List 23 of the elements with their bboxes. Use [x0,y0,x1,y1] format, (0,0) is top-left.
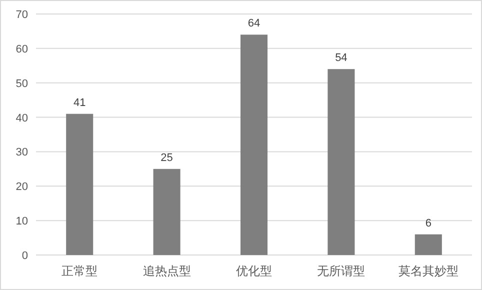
data-label: 54 [335,52,348,64]
y-tick-label: 20 [16,181,28,194]
bar [66,114,94,255]
y-tick-label: 40 [16,112,28,124]
x-tick-label: 正常型 [62,264,98,278]
bar [414,234,442,255]
x-tick-label: 无所谓型 [317,264,366,278]
data-label: 41 [73,96,86,109]
x-tick-label: 追热点型 [142,264,191,278]
data-label: 6 [425,217,432,230]
x-tick-label: 莫名其妙型 [398,264,458,278]
data-label: 64 [248,18,260,30]
y-tick-label: 70 [16,9,28,21]
y-tick-label: 10 [16,216,28,228]
bar [240,34,268,255]
data-label: 25 [160,152,173,164]
y-tick-label: 50 [16,78,28,90]
y-tick-label: 0 [22,250,28,262]
y-tick-label: 30 [16,146,28,159]
y-tick-label: 60 [16,43,28,56]
bar [153,168,180,255]
bar [328,69,355,255]
x-tick-label: 优化型 [236,264,272,278]
